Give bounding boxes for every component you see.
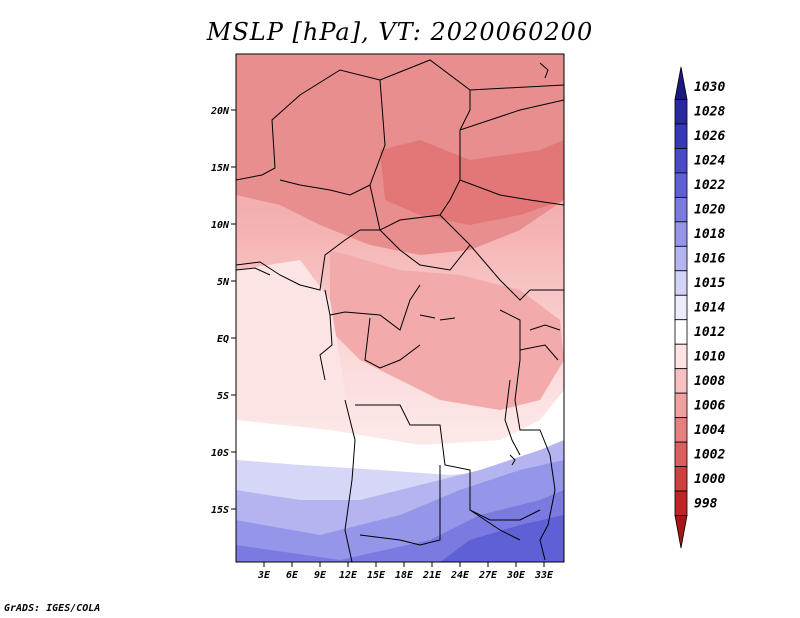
colorbar-segment	[674, 294, 688, 321]
colorbar-segment	[674, 148, 688, 174]
lat-label: EQ	[217, 334, 229, 345]
colorbar-segment	[674, 490, 688, 516]
colorbar-segment	[674, 319, 688, 345]
colorbar-arrow-top	[674, 66, 688, 100]
colorbar-label: 1010	[694, 349, 725, 364]
colorbar-label: 998	[694, 496, 718, 511]
lon-label: 6E	[286, 570, 299, 581]
colorbar-segment	[674, 270, 688, 296]
colorbar-segment	[674, 392, 688, 419]
colorbar-segment	[674, 123, 688, 149]
colorbar-label: 1012	[694, 325, 725, 340]
colorbar-label: 1002	[694, 447, 725, 462]
colorbar-label: 1006	[694, 398, 725, 413]
colorbar-segment	[674, 343, 688, 370]
colorbar-segment	[674, 196, 688, 223]
lon-label: 27E	[478, 570, 498, 581]
lon-label: 18E	[395, 570, 414, 581]
lat-label: 10S	[211, 448, 229, 459]
colorbar: 1030 1028 1026 1024 1022 1020 1018 1016 1015 1014…	[674, 66, 725, 549]
map-frame	[235, 53, 565, 563]
colorbar-label: 1022	[694, 178, 725, 193]
lat-label: 15S	[211, 505, 229, 516]
lat-label: 10N	[211, 220, 230, 231]
colorbar-segment	[674, 172, 688, 198]
lon-tick-marks	[263, 562, 545, 567]
colorbar-label: 1016	[694, 252, 725, 267]
colorbar-label: 1020	[694, 203, 725, 218]
lon-label: 30E	[506, 570, 526, 581]
footer-credit: GrADS: IGES/COLA	[4, 603, 101, 614]
colorbar-label: 1014	[694, 301, 725, 316]
map-title: MSLP [hPa], VT: 2020060200	[206, 18, 594, 46]
lat-tick-marks	[231, 109, 236, 510]
colorbar-segment	[674, 441, 688, 467]
lon-label: 21E	[422, 570, 442, 581]
colorbar-arrow-bottom	[674, 515, 688, 549]
colorbar-segment	[674, 466, 688, 492]
lon-label: 9E	[314, 570, 327, 581]
colorbar-segment	[674, 417, 688, 443]
lon-label: 15E	[367, 570, 386, 581]
lon-label: 24E	[450, 570, 470, 581]
colorbar-label: 1000	[694, 472, 725, 487]
colorbar-segment	[674, 221, 688, 247]
colorbar-label: 1026	[694, 129, 725, 144]
country-borders	[236, 59, 564, 562]
lat-labels: 20N 15N 10N 5N EQ 5S 10S 15S	[210, 106, 230, 516]
lon-labels: 3E 6E 9E 12E 15E 18E 21E 24E 27E 30E 33E	[257, 570, 554, 581]
colorbar-label: 1028	[694, 105, 725, 120]
lon-label: 12E	[339, 570, 358, 581]
lat-label: 15N	[211, 163, 230, 174]
colorbar-label: 1008	[694, 374, 725, 389]
lat-label: 5S	[217, 391, 229, 402]
colorbar-label: 1030	[694, 80, 725, 95]
lat-label: 20N	[210, 106, 230, 117]
lon-label: 3E	[257, 570, 271, 581]
lat-label: 5N	[217, 277, 230, 288]
colorbar-segment	[674, 99, 688, 125]
lon-label: 33E	[534, 570, 554, 581]
pressure-field	[236, 54, 564, 562]
colorbar-label: 1024	[694, 154, 725, 169]
colorbar-segment	[674, 245, 688, 272]
colorbar-label: 1004	[694, 423, 725, 438]
colorbar-label: 1015	[694, 276, 725, 291]
colorbar-label: 1018	[694, 227, 725, 242]
colorbar-segment	[674, 368, 688, 394]
